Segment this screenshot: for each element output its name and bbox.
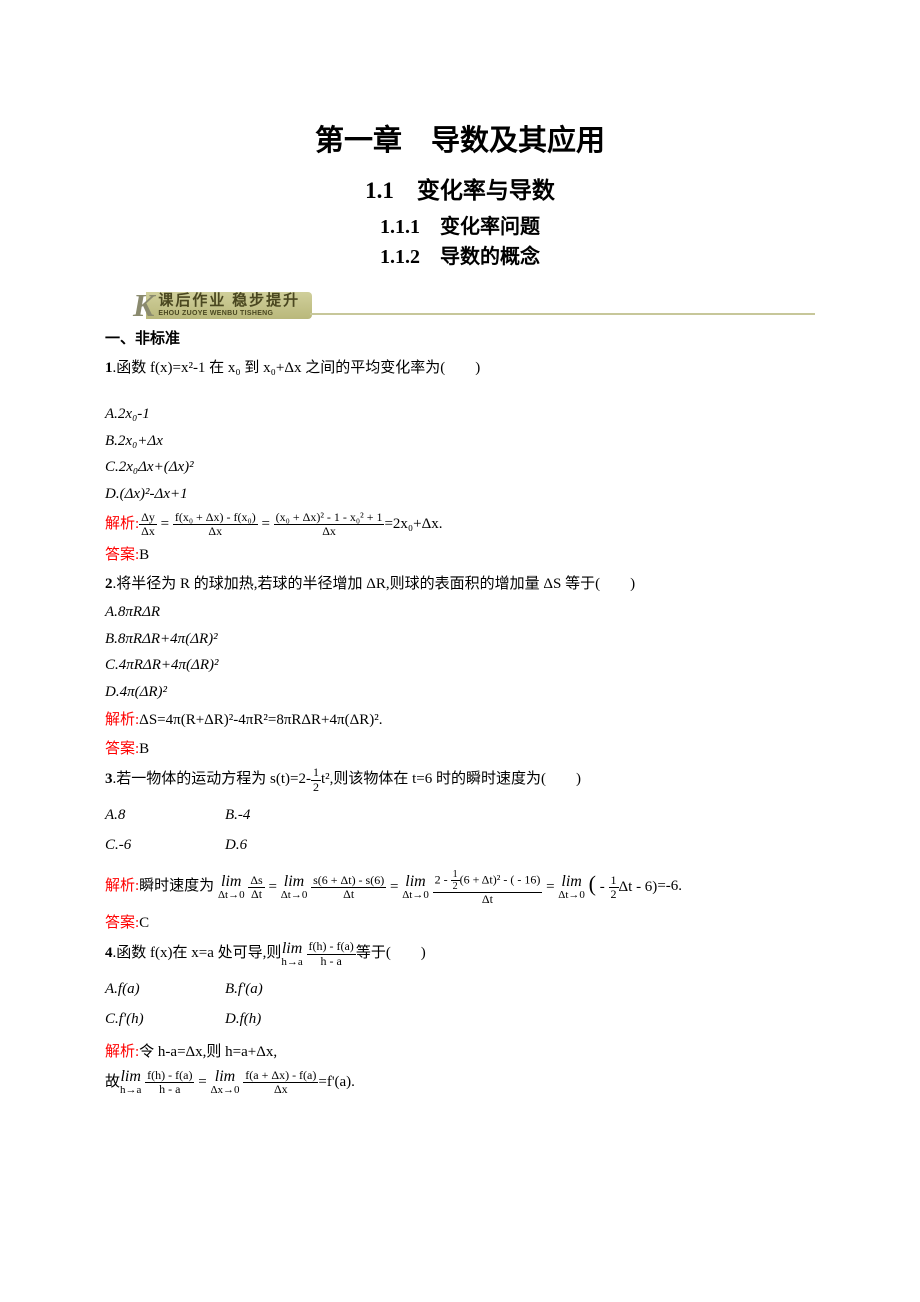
q2-answer: 答案:B — [105, 738, 815, 761]
q4-opt-a: A.f(a) — [105, 978, 225, 1001]
q3-answer-value: C — [139, 915, 149, 931]
q4-opt-d: D.f(h) — [225, 1008, 345, 1031]
section-title: 1.1 变化率与导数 — [105, 174, 815, 209]
q4-opt-c: C.f'(h) — [105, 1008, 225, 1031]
answer-label: 答案: — [105, 915, 139, 931]
analysis-label: 解析: — [105, 878, 139, 894]
q1-opt-d: D.(Δx)²-Δx+1 — [105, 483, 815, 506]
q3-opt-d: D.6 — [225, 834, 345, 857]
q2-number: 2 — [105, 576, 113, 592]
q3-number: 3 — [105, 772, 113, 788]
q4-number: 4 — [105, 946, 113, 962]
badge-cn-text: 课后作业 稳步提升 — [158, 294, 300, 309]
q4-stem: 4.函数 f(x)在 x=a 处可导,则 limh→a f(h) - f(a)h… — [105, 940, 815, 967]
q4-analysis-line1: 解析:令 h-a=Δx,则 h=a+Δx, — [105, 1041, 815, 1064]
analysis-label: 解析: — [105, 1044, 139, 1060]
q2-stem: 2.将半径为 R 的球加热,若球的半径增加 ΔR,则球的表面积的增加量 ΔS 等… — [105, 573, 815, 596]
q1-opt-c: C.2x₀Δx+(Δx)² — [105, 456, 815, 479]
q3-opt-b: B.-4 — [225, 804, 345, 827]
q4-analysis-line2: 故 limh→a f(h) - f(a)h - a = limΔx→0 f(a … — [105, 1069, 815, 1096]
badge-banner: K 课后作业 稳步提升 EHOU ZUOYE WENBU TISHENG — [133, 290, 815, 320]
q4-opt-b: B.f'(a) — [225, 978, 345, 1001]
document-page: 第一章 导数及其应用 1.1 变化率与导数 1.1.1 变化率问题 1.1.2 … — [0, 0, 920, 1163]
subsection-2-title: 1.1.2 导数的概念 — [105, 242, 815, 272]
q1-number: 1 — [105, 360, 113, 376]
answer-label: 答案: — [105, 741, 139, 757]
analysis-label: 解析: — [105, 712, 139, 728]
q2-opt-c: C.4πRΔR+4π(ΔR)² — [105, 654, 815, 677]
analysis-label: 解析: — [105, 516, 139, 532]
q1-opt-b: B.2x₀+Δx — [105, 430, 815, 453]
q1-analysis: 解析: ΔyΔx = f(x₀ + Δx) - f(x₀)Δx = (x₀ + … — [105, 511, 815, 538]
subsection-1-title: 1.1.1 变化率问题 — [105, 212, 815, 242]
q2-stem-text: .将半径为 R 的球加热,若球的半径增加 ΔR,则球的表面积的增加量 ΔS 等于… — [113, 576, 636, 592]
q1-answer: 答案:B — [105, 544, 815, 567]
q2-opt-d: D.4π(ΔR)² — [105, 681, 815, 704]
q3-opt-a: A.8 — [105, 804, 225, 827]
badge-bar: 课后作业 稳步提升 EHOU ZUOYE WENBU TISHENG — [146, 292, 312, 319]
q2-answer-value: B — [139, 741, 149, 757]
answer-label: 答案: — [105, 547, 139, 563]
q1-stem: 1.函数 f(x)=x²-1 在 x₀ 到 x₀+Δx 之间的平均变化率为( ) — [105, 357, 815, 380]
q1-answer-value: B — [139, 547, 149, 563]
badge-pinyin-text: EHOU ZUOYE WENBU TISHENG — [158, 310, 273, 317]
badge-tail-line — [310, 313, 815, 315]
q1-opt-a: A.2x₀-1 — [105, 403, 815, 426]
q2-opt-b: B.8πRΔR+4π(ΔR)² — [105, 628, 815, 651]
q3-analysis: 解析:瞬时速度为 limΔt→0 ΔsΔt = limΔt→0 s(6 + Δt… — [105, 867, 815, 906]
q2-analysis: 解析:ΔS=4π(R+ΔR)²-4πR²=8πRΔR+4π(ΔR)². — [105, 709, 815, 732]
q3-stem: 3.若一物体的运动方程为 s(t)=2-12t²,则该物体在 t=6 时的瞬时速… — [105, 766, 815, 793]
chapter-title: 第一章 导数及其应用 — [105, 120, 815, 164]
q3-answer: 答案:C — [105, 912, 815, 935]
q3-opt-c: C.-6 — [105, 834, 225, 857]
q2-opt-a: A.8πRΔR — [105, 601, 815, 624]
section-heading: 一、非标准 — [105, 328, 815, 351]
badge-k-icon: K — [133, 290, 154, 320]
q1-stem-text: .函数 f(x)=x²-1 在 x₀ 到 x₀+Δx 之间的平均变化率为( ) — [113, 360, 481, 376]
